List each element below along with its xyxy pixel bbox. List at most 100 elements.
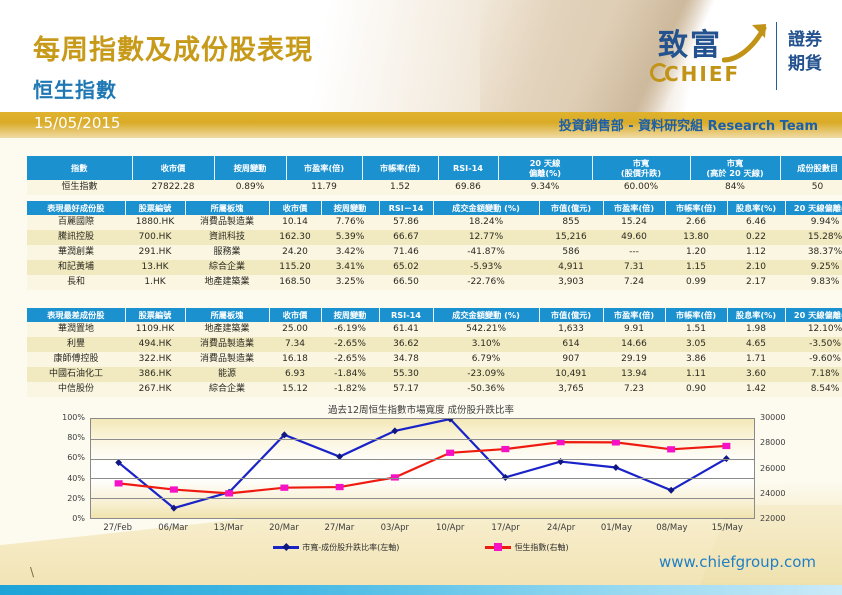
cell-value: 27822.28 [151, 182, 195, 192]
col-constituent-count: 成份股數目 [780, 156, 842, 180]
chart-left-tick: 40% [67, 473, 85, 483]
cell-value: 3.10% [471, 339, 501, 349]
cell-value: -23.09% [467, 369, 505, 379]
chart-gridline [91, 478, 754, 480]
worst-col-7: 市值(億元) [539, 308, 604, 322]
cell-value: 57.17 [393, 384, 419, 394]
best-col-9: 市帳率(倍) [665, 201, 728, 215]
chart-data-point [667, 486, 675, 494]
col-close-price: 收市價 [132, 156, 215, 180]
cell-value: 6.93 [284, 369, 306, 379]
footer-blue-bar [0, 585, 842, 595]
cell-value: 38.37% [807, 247, 842, 257]
chart-line-breadth [119, 419, 727, 508]
cell-value: 9.91 [623, 324, 645, 334]
cell-value: 36.62 [393, 339, 419, 349]
cell-value: 55.30 [393, 369, 419, 379]
best-col-4: 按周變動 [321, 201, 380, 215]
cell-stock-name: 百麗國際 [57, 217, 94, 227]
table-row: 康師傅控股 322.HK 消費品製造業 16.18 -2.65% 34.78 6.79% 90… [27, 352, 842, 367]
col-breadth-ma20: 市寬 (高於 20 天線) [690, 156, 781, 180]
chart-x-tick: 10/Apr [436, 523, 465, 533]
worst-col-4: 按周變動 [321, 308, 380, 322]
legend-marker-diamond-icon [282, 543, 291, 551]
cell-stock-name: 長和 [66, 277, 85, 287]
cell-value: 71.46 [393, 247, 419, 257]
cell-value: 7.24 [623, 277, 645, 287]
chart-data-point [556, 439, 565, 446]
cell-value: 1.51 [685, 324, 707, 334]
logo-business-lines: 證券 期貨 [788, 28, 822, 76]
col-breadth-price: 市寬 (股價升跌) [592, 156, 691, 180]
chart-data-point [557, 458, 565, 466]
logo-chinese-name: 致富 [658, 28, 722, 63]
cell-value: 3.60 [745, 369, 767, 379]
cell-value: 322.HK [138, 354, 172, 364]
cell-value: -50.36% [467, 384, 505, 394]
cell-value: -41.87% [467, 247, 505, 257]
cell-value: 1.20 [685, 247, 707, 257]
breadth-chart: 過去12周恒生指數市場寬度 成份股升跌比率 0% 20% 40% 60% 80% 100%… [27, 402, 815, 567]
chart-data-point [336, 453, 344, 461]
cell-value: 0.22 [745, 232, 767, 242]
cell-value: 3.25% [335, 277, 365, 287]
cell-value: 2.10 [745, 262, 767, 272]
cell-value: -2.65% [334, 339, 366, 349]
cell-value: 907 [562, 354, 580, 364]
cell-value: 65.02 [393, 262, 419, 272]
logo-divider [776, 22, 777, 90]
chart-left-tick: 100% [62, 413, 85, 422]
chart-data-point [611, 439, 620, 446]
cell-value: 291.HK [138, 247, 172, 257]
best-performers-table: 表現最好成份股 股票編號 所屬板塊 收市價 按周變動 RSI－14 成交金額變動 (%) 市值… [27, 201, 842, 290]
cell-value: 7.76% [335, 217, 365, 227]
chart-right-tick: 26000 [760, 463, 786, 473]
arrow-icon [722, 24, 767, 63]
chart-x-tick: 24/Apr [546, 523, 576, 533]
cell-value: 3.41% [335, 262, 365, 272]
cell-value: -9.60% [809, 354, 841, 364]
chart-data-point [114, 480, 123, 487]
cell-value: 8.54% [810, 384, 840, 394]
worst-col-11: 20 天線偏離(%) [785, 308, 842, 322]
cell-value: 10,491 [555, 369, 587, 379]
cell-value: 3.05 [685, 339, 707, 349]
cell-value: 7.31 [623, 262, 645, 272]
cell-value: 34.78 [393, 354, 419, 364]
legend-line-red-icon [485, 543, 512, 551]
table-row: 利豐 494.HK 消費品製造業 7.34 -2.65% 36.62 3.10% 614 14.… [27, 337, 842, 352]
cell-value: 855 [562, 217, 580, 227]
cell-value: -6.19% [334, 324, 366, 334]
table-header-row: 表現最差成份股 股票編號 所屬板塊 收市價 按周變動 RSI-14 成交金額變動 (%) 市值… [27, 308, 842, 322]
table-row: 騰訊控股 700.HK 資訊科技 162.30 5.39% 66.67 12.77% 15,2… [27, 230, 842, 245]
col-pb-ratio: 市帳率(倍) [362, 156, 439, 180]
chart-right-tick: 28000 [760, 438, 786, 448]
cell-stock-name: 和記黃埔 [57, 262, 94, 272]
cell-value: --- [629, 247, 639, 257]
chart-data-point [335, 483, 344, 491]
worst-col-9: 市帳率(倍) [665, 308, 728, 322]
table-header-row: 指數 收市價 按周變動 市盈率(倍) 市帳率(倍) RSI-14 20 天線 偏… [27, 156, 842, 180]
chart-gridline [91, 498, 754, 500]
cell-stock-name: 騰訊控股 [57, 232, 94, 242]
legend-line-blue-icon [273, 543, 300, 551]
cell-value: 5.39% [335, 232, 365, 242]
worst-col-10: 股息率(%) [727, 308, 786, 322]
cell-value: 2.66 [685, 217, 707, 227]
cell-value: 15.12 [282, 384, 308, 394]
table-row: 華潤創業 291.HK 服務業 24.20 3.42% 71.46 -41.87% 586 --… [27, 245, 842, 260]
chart-data-point [280, 484, 289, 491]
page-title: 每周指數及成份股表現 [33, 35, 313, 66]
cell-value: 1109.HK [135, 324, 175, 334]
cell-value: 10.14 [282, 217, 308, 227]
cell-value: 29.19 [621, 354, 647, 364]
chart-data-point [612, 463, 620, 472]
legend-item-hsi: 恒生指數(右軸) [485, 542, 569, 553]
cell-value: 地產建築業 [204, 277, 250, 287]
cell-value: 地產建築業 [204, 324, 250, 334]
legend-marker-square-icon [494, 543, 503, 551]
chart-data-point [390, 474, 399, 481]
worst-col-3: 收市價 [269, 308, 322, 322]
logo-brand: CHIEF [664, 62, 741, 86]
